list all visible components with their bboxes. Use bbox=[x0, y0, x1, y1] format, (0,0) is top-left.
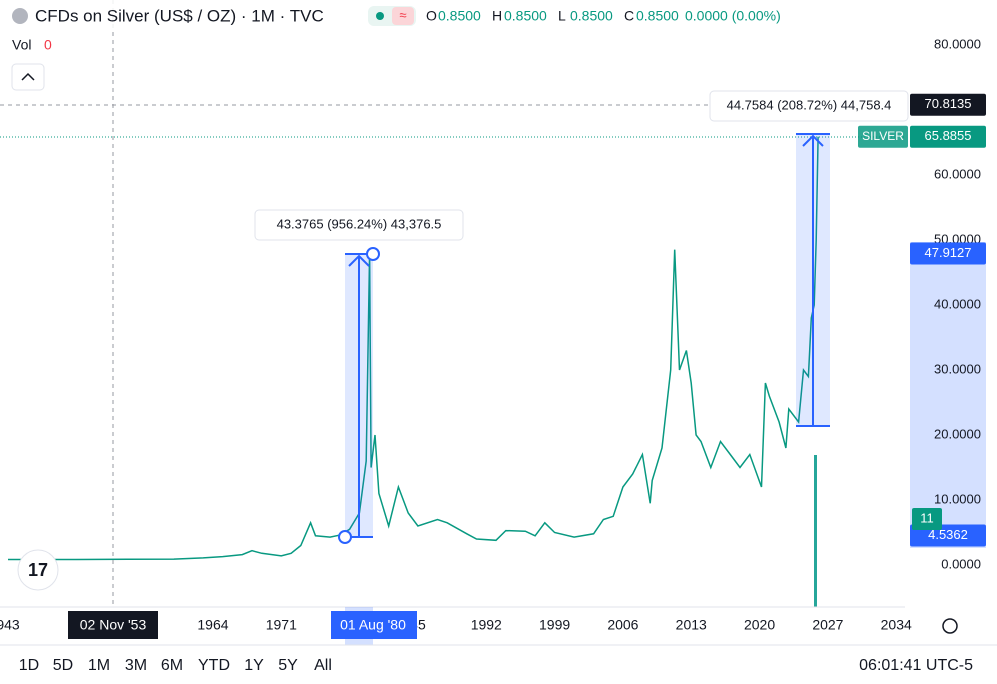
range-low: 4.5362 bbox=[928, 527, 968, 542]
toolbar: 1D 5D 1M 3M 6M YTD 1Y 5Y All bbox=[19, 657, 332, 674]
measure-label-box bbox=[254, 209, 464, 241]
x-tick-label: 1971 bbox=[266, 617, 297, 633]
measure-handle[interactable] bbox=[338, 530, 352, 544]
range-button[interactable]: 1M bbox=[88, 657, 110, 674]
y-tick-label: 60.0000 bbox=[934, 166, 981, 181]
y-tick-label: 80.0000 bbox=[934, 36, 981, 51]
range-button[interactable]: YTD bbox=[198, 657, 230, 674]
volume-value: 0 bbox=[44, 37, 52, 53]
symbol-tag: SILVER bbox=[862, 129, 904, 143]
ohlc-value: 0.8500 bbox=[570, 8, 613, 24]
logo[interactable] bbox=[17, 549, 59, 591]
measure-arrow bbox=[348, 254, 370, 267]
ohlc-value: 0.8500 bbox=[636, 8, 679, 24]
measure-label: 43.3765 (956.24%) 43,376.5 bbox=[277, 216, 442, 231]
crosshair-price-box bbox=[910, 93, 986, 116]
x-tick-label: 2013 bbox=[676, 617, 707, 633]
volume-tag-box bbox=[912, 508, 942, 530]
y-tick-label: 30.0000 bbox=[934, 361, 981, 376]
x-tick-label: 943 bbox=[0, 617, 20, 633]
range-low-box bbox=[910, 524, 986, 547]
collapse-button[interactable] bbox=[11, 63, 45, 91]
x-tick-label: 2027 bbox=[812, 617, 843, 633]
range-button[interactable]: 6M bbox=[161, 657, 183, 674]
ohlc-key: H bbox=[492, 8, 502, 24]
settings-icon[interactable] bbox=[942, 618, 958, 634]
range-button[interactable]: 5D bbox=[53, 657, 73, 674]
axis-range-highlight bbox=[910, 242, 986, 548]
range-date: 01 Aug '80 bbox=[340, 617, 406, 633]
x-tick-label: 1999 bbox=[539, 617, 570, 633]
range-high-box bbox=[910, 242, 986, 265]
last-price: 65.8855 bbox=[925, 128, 972, 143]
y-tick-label: 40.0000 bbox=[934, 296, 981, 311]
crosshair-date-box bbox=[68, 611, 158, 639]
measure-arrow bbox=[802, 134, 824, 147]
range-button[interactable]: 1Y bbox=[244, 657, 264, 674]
symbol-tag-box bbox=[858, 125, 908, 148]
toggle-icon: ≈ bbox=[399, 7, 406, 22]
ohlc: O 0.8500 H 0.8500 L 0.8500 C 0.8500 bbox=[426, 8, 679, 24]
range-date-box bbox=[331, 611, 417, 639]
y-tick-label: 10.0000 bbox=[934, 491, 981, 506]
range-button[interactable]: All bbox=[314, 657, 332, 674]
volume-label: Vol bbox=[12, 37, 31, 53]
x-tick-label: 2034 bbox=[881, 617, 912, 633]
x-tick-label: 1964 bbox=[197, 617, 228, 633]
volume-bar bbox=[814, 455, 817, 607]
change: 0.0000 (0.00%) bbox=[685, 8, 781, 24]
x-tick-label: 2020 bbox=[744, 617, 775, 633]
toggle-red[interactable] bbox=[392, 7, 414, 25]
x-tick-label: 1992 bbox=[471, 617, 502, 633]
symbol-icon bbox=[12, 8, 28, 24]
clock: 06:01:41 UTC-5 bbox=[859, 657, 973, 674]
y-axis: 0.000010.000020.000030.000040.000050.000… bbox=[858, 36, 986, 571]
range-high: 47.9127 bbox=[925, 245, 972, 260]
logo-mark: 17 bbox=[28, 560, 48, 580]
toggle-dot bbox=[376, 12, 384, 20]
ohlc-value: 0.8500 bbox=[438, 8, 481, 24]
ohlc-key: C bbox=[624, 8, 634, 24]
ohlc-value: 0.8500 bbox=[504, 8, 547, 24]
ohlc-key: O bbox=[426, 8, 437, 24]
measure-label-box bbox=[709, 90, 909, 122]
ohlc-key: L bbox=[558, 8, 566, 24]
range-button[interactable]: 1D bbox=[19, 657, 39, 674]
range-button[interactable]: 5Y bbox=[278, 657, 298, 674]
crosshair-price: 70.8135 bbox=[925, 96, 972, 111]
range-button[interactable]: 3M bbox=[125, 657, 147, 674]
last-price-box bbox=[910, 125, 986, 148]
measure-handle[interactable] bbox=[366, 247, 380, 261]
y-tick-label: 20.0000 bbox=[934, 426, 981, 441]
plot-area bbox=[8, 136, 819, 561]
measure-label: 44.7584 (208.72%) 44,758.4 bbox=[727, 97, 892, 112]
x-tick-label: 2006 bbox=[607, 617, 638, 633]
symbol-title[interactable]: CFDs on Silver (US$ / OZ) · 1M · TVC bbox=[35, 6, 324, 25]
crosshair-date: 02 Nov '53 bbox=[80, 617, 147, 633]
collapse-icon bbox=[21, 72, 35, 81]
price-line bbox=[8, 136, 819, 561]
y-tick-label: 0.0000 bbox=[941, 556, 981, 571]
volume-tag: 11 bbox=[920, 510, 934, 525]
